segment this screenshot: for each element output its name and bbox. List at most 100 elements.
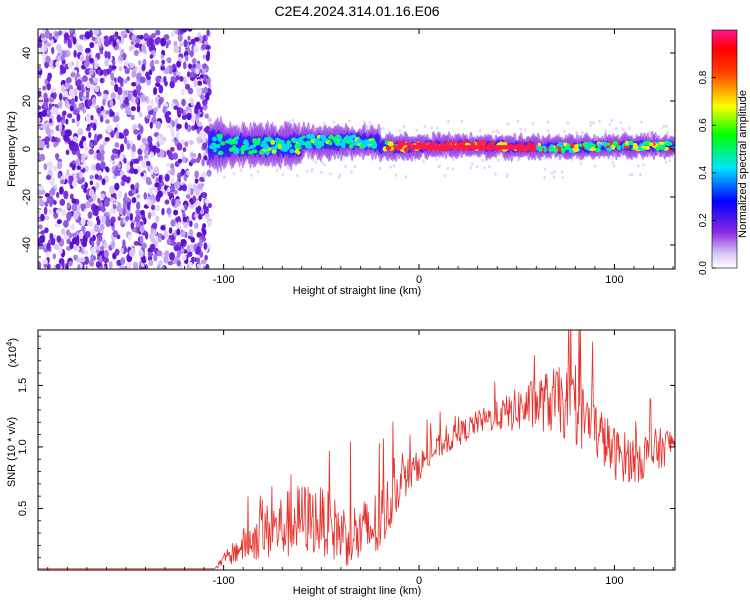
noise-cell — [126, 76, 130, 82]
noise-cell — [154, 82, 161, 88]
band-hotspot — [273, 145, 278, 151]
noise-cell — [199, 250, 204, 258]
band-hotspot — [600, 141, 607, 147]
noise-cell — [110, 111, 115, 117]
spectrogram-x-axis: -100 0 100 — [47, 29, 674, 286]
band-hotspot — [404, 142, 411, 146]
noise-cell — [199, 176, 205, 182]
noise-cell — [119, 265, 126, 269]
faint-cell — [575, 130, 578, 134]
faint-cell — [398, 129, 402, 133]
noise-cell — [60, 54, 64, 61]
band-hotspot — [470, 142, 476, 146]
band-hotspot — [299, 140, 305, 146]
noise-cell — [168, 151, 173, 160]
noise-cell — [69, 29, 74, 34]
band-hotspot — [372, 142, 378, 148]
noise-cell — [81, 135, 87, 142]
noise-cell — [68, 89, 75, 97]
noise-cell — [171, 198, 176, 207]
noise-cell — [88, 131, 92, 139]
noise-cell — [170, 163, 175, 170]
noise-cell — [194, 108, 199, 115]
noise-cell — [66, 168, 70, 176]
noise-cell — [133, 240, 140, 246]
noise-cell — [164, 199, 170, 205]
noise-cell — [139, 235, 144, 245]
noise-cell — [63, 219, 69, 228]
band-hotspot — [294, 143, 301, 149]
noise-cell — [132, 261, 139, 269]
noise-cell — [199, 131, 203, 139]
noise-cell — [188, 244, 195, 253]
noise-cell — [103, 38, 110, 48]
faint-cell — [639, 172, 643, 177]
band-hotspot — [296, 150, 301, 155]
noise-cell — [71, 179, 78, 187]
colorbar-label: Normalized spectral amplitude — [737, 90, 749, 238]
noise-cell — [93, 29, 100, 36]
band-hotspot — [393, 144, 398, 149]
noise-cell — [53, 243, 60, 251]
noise-cell — [136, 194, 141, 199]
noise-cell — [137, 86, 141, 96]
noise-cell — [184, 83, 191, 90]
faint-cell — [348, 119, 351, 123]
noise-cell — [114, 182, 120, 191]
band-hotspot — [258, 150, 265, 155]
noise-cell — [52, 165, 58, 171]
noise-cell — [89, 142, 94, 148]
noise-cell — [195, 116, 199, 125]
noise-cell — [46, 82, 51, 91]
noise-cell — [156, 264, 161, 269]
noise-cell — [91, 240, 95, 247]
noise-cell — [71, 232, 78, 238]
noise-cell — [76, 165, 81, 171]
noise-cell — [122, 208, 127, 217]
noise-cell — [59, 179, 65, 185]
noise-cell — [83, 256, 90, 265]
colorbar-tick-label: 0.6 — [698, 118, 709, 132]
noise-cell — [139, 225, 145, 234]
spectrogram-y-tick-label: 40 — [21, 47, 33, 59]
noise-cell — [188, 220, 193, 227]
band-hotspot — [548, 148, 554, 152]
noise-cell — [204, 113, 209, 119]
noise-cell — [154, 59, 160, 65]
noise-cell — [176, 228, 181, 236]
faint-cell — [546, 120, 550, 124]
noise-cell — [197, 205, 202, 212]
noise-cell — [112, 230, 119, 238]
band-hotspot — [597, 143, 602, 149]
noise-cell — [188, 139, 194, 146]
noise-cell — [66, 212, 72, 221]
band-hotspot — [341, 144, 346, 149]
faint-cell — [353, 164, 357, 169]
faint-cell — [402, 124, 406, 129]
noise-cell — [189, 203, 195, 209]
noise-cell — [204, 254, 208, 261]
snr-panel: -100 0 100 0.5 1.0 1.5 Height of straight li… — [5, 329, 676, 597]
noise-cell — [160, 37, 166, 47]
faint-cell — [447, 119, 450, 124]
noise-cell — [103, 265, 109, 269]
noise-cell — [99, 249, 105, 256]
snr-x-tick-label: 0 — [416, 575, 422, 587]
band-hotspot — [216, 133, 222, 138]
noise-cell — [112, 148, 118, 155]
band-hotspot — [527, 142, 532, 146]
noise-cell — [44, 227, 49, 234]
noise-cell — [186, 112, 192, 121]
noise-cell — [159, 149, 165, 158]
noise-cell — [38, 117, 41, 123]
noise-cell — [146, 180, 153, 186]
noise-cell — [79, 140, 85, 149]
noise-cell — [61, 228, 66, 235]
band-hotspot — [628, 140, 634, 146]
noise-cell — [145, 160, 151, 167]
faint-cell — [281, 173, 285, 177]
noise-cell — [207, 220, 212, 228]
noise-cell — [139, 125, 144, 134]
noise-cell — [146, 75, 151, 81]
band-hotspot — [261, 140, 267, 145]
